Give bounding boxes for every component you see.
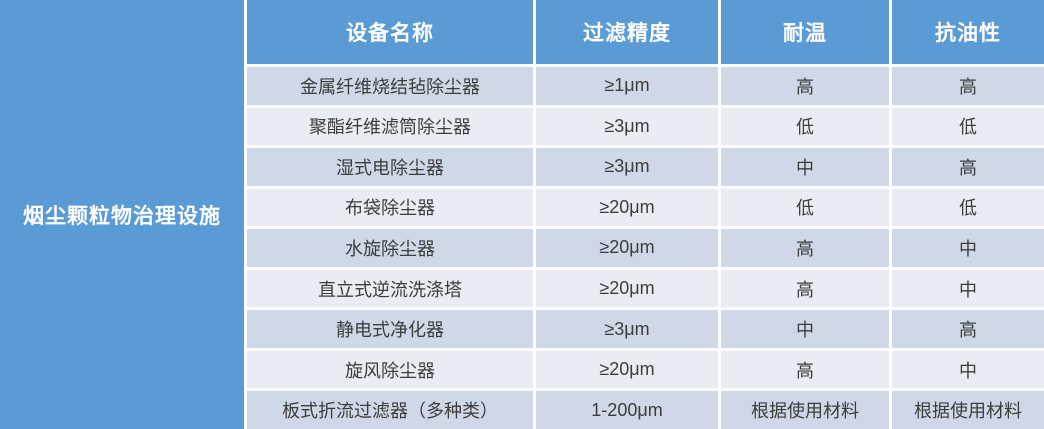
device-name-cell: 直立式逆流洗涤塔 — [247, 269, 533, 308]
precision-cell: ≥3μm — [536, 148, 718, 186]
device-name-cell: 静电式净化器 — [247, 310, 533, 348]
oil-cell: 高 — [892, 310, 1044, 348]
precision-cell: ≥20μm — [536, 350, 718, 389]
device-name-cell: 湿式电除尘器 — [247, 148, 533, 186]
col-header-device-name: 设备名称 — [247, 0, 533, 64]
temp-cell: 高 — [721, 350, 889, 389]
precision-cell: ≥3μm — [536, 107, 718, 146]
col-header-filter-precision: 过滤精度 — [536, 0, 718, 64]
oil-cell: 高 — [892, 67, 1044, 105]
precision-cell: 1-200μm — [536, 391, 718, 429]
col-header-temp-resistance: 耐温 — [721, 0, 889, 64]
row-group-header: 烟尘颗粒物治理设施 — [0, 0, 244, 429]
temp-cell: 高 — [721, 269, 889, 308]
temp-cell: 低 — [721, 107, 889, 146]
temp-cell: 根据使用材料 — [721, 391, 889, 429]
device-name-cell: 聚酯纤维滤筒除尘器 — [247, 107, 533, 146]
precision-cell: ≥1μm — [536, 67, 718, 105]
device-name-cell: 金属纤维烧结毡除尘器 — [247, 67, 533, 105]
oil-cell: 中 — [892, 350, 1044, 389]
oil-cell: 中 — [892, 229, 1044, 267]
temp-cell: 中 — [721, 148, 889, 186]
device-name-cell: 板式折流过滤器（多种类） — [247, 391, 533, 429]
precision-cell: ≥3μm — [536, 310, 718, 348]
col-header-oil-resistance: 抗油性 — [892, 0, 1044, 64]
oil-cell: 根据使用材料 — [892, 391, 1044, 429]
precision-cell: ≥20μm — [536, 188, 718, 227]
temp-cell: 高 — [721, 229, 889, 267]
oil-cell: 低 — [892, 188, 1044, 227]
temp-cell: 高 — [721, 67, 889, 105]
precision-cell: ≥20μm — [536, 269, 718, 308]
device-name-cell: 旋风除尘器 — [247, 350, 533, 389]
precision-cell: ≥20μm — [536, 229, 718, 267]
device-name-cell: 布袋除尘器 — [247, 188, 533, 227]
oil-cell: 中 — [892, 269, 1044, 308]
oil-cell: 高 — [892, 148, 1044, 186]
temp-cell: 低 — [721, 188, 889, 227]
temp-cell: 中 — [721, 310, 889, 348]
device-name-cell: 水旋除尘器 — [247, 229, 533, 267]
oil-cell: 低 — [892, 107, 1044, 146]
